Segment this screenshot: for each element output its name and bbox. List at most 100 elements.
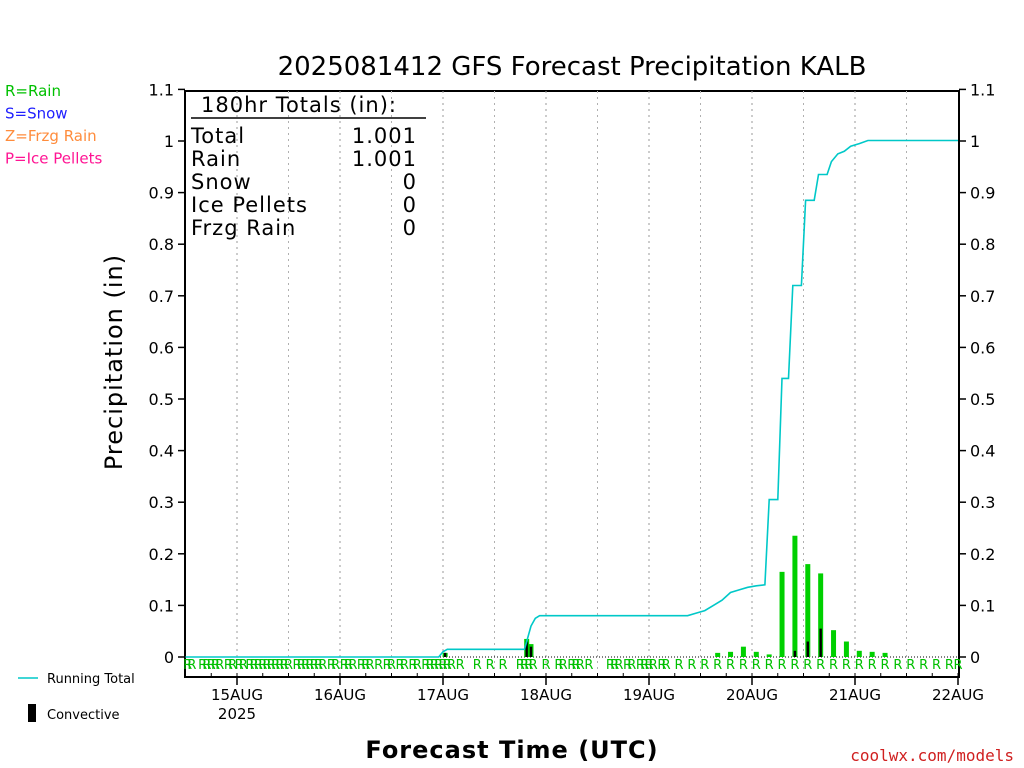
precip-bar [740,646,746,657]
convective-legend-swatch [28,704,36,722]
ptype-mark: R [829,658,838,673]
ptype-mark: R [726,658,735,673]
ptype-mark: R [881,658,890,673]
ptype-mark: R [443,658,452,673]
ptype-legend-item: S=Snow [5,105,68,123]
ptype-mark: R [649,658,658,673]
ptype-mark: R [559,658,568,673]
x-tick-label: 21AUG [829,686,881,704]
ptype-mark: R [271,658,280,673]
ptype-mark: R [293,658,302,673]
ptype-mark: R [434,658,443,673]
ptype-mark: R [314,658,323,673]
ptype-mark: R [235,658,244,673]
precip-bar [869,651,875,657]
ptype-legend-item: Z=Frzg Rain [5,127,97,145]
totals-row-value: 0 [403,170,417,194]
y-tick-label-right: 0.9 [970,184,995,203]
precip-bar [831,630,837,657]
precip-bar [792,535,798,657]
y-tick-label-left: 0 [164,648,174,667]
totals-box: 180hr Totals (in): Total 1.001 Rain 1.001 Sn… [190,93,426,240]
y-tick-label-right: 0.5 [970,390,995,409]
ptype-mark: R [623,658,632,673]
ptype-mark: R [893,658,902,673]
ptype-mark: R [520,658,529,673]
ptype-mark: R [524,658,533,673]
y-tick-label-left: 0.5 [149,390,174,409]
ptype-mark: R [636,658,645,673]
ptype-mark: R [357,658,366,673]
ptype-mark: R [331,658,340,673]
precip-bars [442,535,888,657]
ptype-mark: R [610,658,619,673]
ptype-mark: R [297,658,306,673]
ptype-legend-item: P=Ice Pellets [5,150,102,168]
ptype-mark: R [687,658,696,673]
totals-row-value: 1.001 [352,147,417,171]
precip-bar [856,650,862,657]
y-tick-label-right: 1.1 [970,80,995,99]
convective-bar [819,628,822,657]
ptype-mark: R [675,658,684,673]
precip-bar [753,651,759,657]
convective-bar [529,646,533,657]
ptype-mark: R [366,658,375,673]
ptype-mark: R [700,658,709,673]
ptype-mark: R [932,658,941,673]
y-tick-label-right: 0 [970,648,980,667]
ptype-mark: R [263,658,272,673]
ptype-mark: R [790,658,799,673]
y-tick-label-left: 0.4 [149,442,174,461]
ptype-mark: R [318,658,327,673]
ptype-mark: R [606,658,615,673]
credit-text: coolwx.com/models [850,746,1014,765]
ptype-mark: R [202,658,211,673]
ptype-mark: R [906,658,915,673]
ptype-mark: R [516,658,525,673]
totals-row-label: Snow [191,170,252,194]
y-tick-label-left: 0.9 [149,184,174,203]
ptype-mark: R [627,658,636,673]
ptype-mark: R [183,658,192,673]
ptype-mark: R [657,658,666,673]
ptype-mark: R [250,658,259,673]
ptype-mark: R [327,658,336,673]
ptype-mark: R [211,658,220,673]
running-total-line [185,139,958,658]
precip-bar [715,652,721,657]
ptype-mark: R [284,658,293,673]
ptype-mark: R [640,658,649,673]
x-tick-label: 20AUG [726,686,778,704]
ptype-mark: R [456,658,465,673]
ptype-mark: R [752,658,761,673]
ptype-mark: R [344,658,353,673]
ptype-mark: R [662,658,671,673]
ptype-mark: R [187,658,196,673]
x-tick-label: 22AUG [932,686,984,704]
ptype-mark: R [267,658,276,673]
ptype-mark: R [383,658,392,673]
ptype-mark: R [541,658,550,673]
y-tick-label-left: 0.7 [149,287,174,306]
ptype-mark: R [310,658,319,673]
precip-bar [766,654,772,657]
chart-title: 2025081412 GFS Forecast Precipitation KA… [278,52,867,82]
ptype-mark: R [438,658,447,673]
ptype-mark: R [953,658,962,673]
y-tick-label-left: 0.3 [149,493,174,512]
y-tick-label-right: 0.4 [970,442,995,461]
ptype-mark: R [473,658,482,673]
ptype-mark: R [842,658,851,673]
ptype-mark: R [408,658,417,673]
ptype-mark: R [413,658,422,673]
ptype-mark: R [803,658,812,673]
ptype-legend-item: R=Rain [5,82,61,100]
ptype-mark: R [361,658,370,673]
totals-row-label: Frzg Rain [191,216,296,240]
ptype-mark: R [447,658,456,673]
ptype-mark: R [305,658,314,673]
convective-bar [525,641,528,657]
ptype-mark: R [340,658,349,673]
